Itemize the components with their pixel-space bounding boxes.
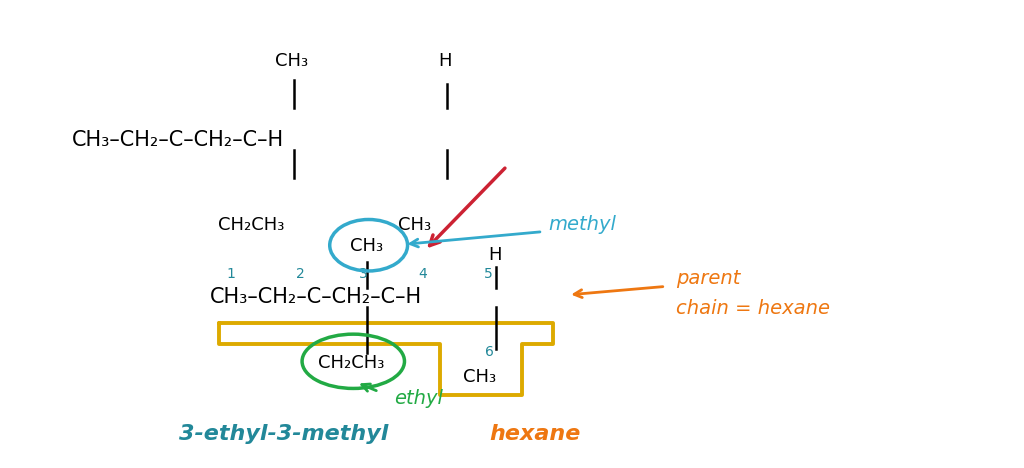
Text: 6: 6 <box>485 345 494 359</box>
Text: 3: 3 <box>359 267 368 281</box>
Text: CH₂CH₃: CH₂CH₃ <box>318 354 384 372</box>
Text: CH₃: CH₃ <box>463 368 496 386</box>
Text: 2: 2 <box>296 267 304 281</box>
Text: 4: 4 <box>419 267 427 281</box>
Text: parent: parent <box>676 269 740 288</box>
Text: 3-ethyl-3-methyl: 3-ethyl-3-methyl <box>179 424 388 444</box>
Text: CH₃: CH₃ <box>275 52 308 70</box>
Text: 1: 1 <box>226 267 234 281</box>
Text: CH₃–CH₂–C–CH₂–C–H: CH₃–CH₂–C–CH₂–C–H <box>72 131 284 150</box>
Text: CH₂CH₃: CH₂CH₃ <box>218 216 284 234</box>
Text: H: H <box>487 246 502 264</box>
Text: CH₃: CH₃ <box>350 237 383 255</box>
Text: 5: 5 <box>484 267 493 281</box>
Text: H: H <box>438 52 453 70</box>
Text: methyl: methyl <box>548 215 615 234</box>
Text: chain = hexane: chain = hexane <box>676 300 829 318</box>
Text: CH₃–CH₂–C–CH₂–C–H: CH₃–CH₂–C–CH₂–C–H <box>210 287 422 307</box>
Text: CH₃: CH₃ <box>398 216 431 234</box>
Text: hexane: hexane <box>489 424 581 444</box>
Text: ethyl: ethyl <box>394 389 443 408</box>
